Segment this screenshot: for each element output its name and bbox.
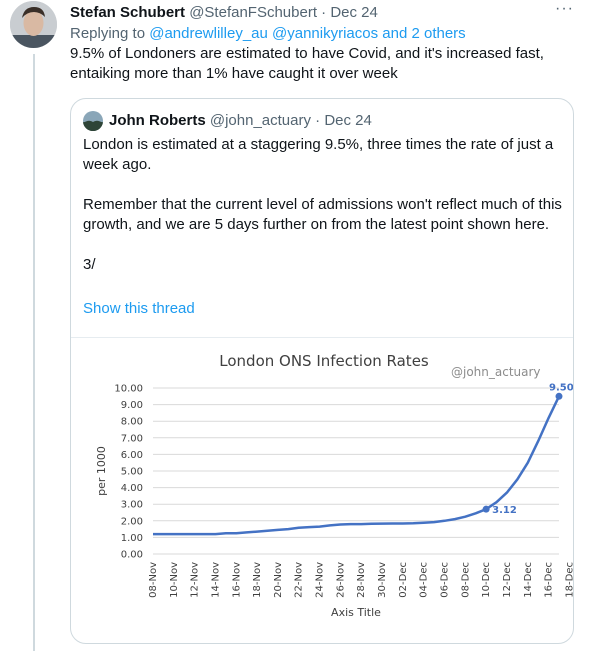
y-tick-label: 3.00 (121, 500, 143, 511)
avatar[interactable] (10, 1, 57, 48)
quote-avatar-icon (83, 111, 103, 131)
separator-dot: · (321, 4, 327, 21)
x-tick-label: 12-Dec (502, 562, 513, 598)
author-handle[interactable]: @StefanFSchubert (189, 4, 317, 21)
x-tick-label: 16-Dec (544, 562, 555, 598)
x-tick-label: 18-Dec (564, 562, 574, 598)
reply-users-link[interactable]: @andrewlilley_au @yannikyriacos and 2 ot… (149, 25, 466, 42)
x-tick-label: 10-Dec (481, 562, 492, 598)
y-axis-label: per 1000 (95, 446, 108, 496)
y-tick-label: 6.00 (121, 450, 143, 461)
data-point-marker (482, 505, 490, 513)
x-tick-label: 08-Dec (460, 562, 471, 598)
data-label: 9.50 (549, 382, 574, 393)
thread-line (33, 54, 35, 651)
y-tick-label: 1.00 (121, 533, 143, 544)
reply-prefix: Replying to (70, 25, 146, 42)
more-options-icon[interactable]: ··· (555, 0, 574, 17)
tweet-date[interactable]: Dec 24 (330, 4, 378, 21)
x-tick-label: 14-Dec (523, 562, 534, 598)
x-tick-label: 14-Nov (210, 562, 221, 598)
x-axis-label: Axis Title (331, 606, 381, 619)
tweet-header: Stefan Schubert @StefanFSchubert · Dec 2… (70, 3, 570, 22)
show-thread-link[interactable]: Show this thread (83, 300, 195, 317)
quote-text: London is estimated at a staggering 9.5%… (83, 136, 562, 273)
x-tick-label: 06-Dec (439, 562, 450, 598)
x-tick-label: 22-Nov (294, 562, 305, 598)
chart-title: London ONS Infection Rates (219, 352, 429, 370)
x-tick-label: 30-Nov (377, 562, 388, 598)
quote-avatar[interactable] (83, 111, 103, 131)
chart-image[interactable]: London ONS Infection Rates @john_actuary 0… (71, 337, 574, 638)
series-line (153, 395, 561, 536)
x-tick-label: 10-Nov (169, 562, 180, 598)
y-tick-label: 5.00 (121, 467, 143, 478)
x-tick-label: 08-Nov (148, 562, 159, 598)
y-tick-label: 10.00 (114, 384, 143, 395)
y-tick-label: 0.00 (121, 550, 143, 561)
x-tick-label: 24-Nov (315, 562, 326, 598)
infection-rate-chart: London ONS Infection Rates @john_actuary 0… (95, 352, 574, 619)
x-tick-label: 12-Nov (190, 562, 201, 598)
replying-to: Replying to @andrewlilley_au @yannikyria… (70, 24, 466, 43)
x-tick-label: 02-Dec (398, 562, 409, 598)
y-tick-label: 9.00 (121, 400, 143, 411)
quote-date[interactable]: Dec 24 (324, 112, 372, 129)
data-label: 3.12 (492, 505, 517, 516)
chart-watermark: @john_actuary (451, 365, 541, 379)
y-tick-label: 7.00 (121, 433, 143, 444)
x-tick-label: 16-Nov (231, 562, 242, 598)
quoted-tweet[interactable]: John Roberts @john_actuary · Dec 24 Lond… (70, 98, 574, 644)
x-tick-label: 04-Dec (419, 562, 430, 598)
quote-header: John Roberts @john_actuary · Dec 24 (109, 111, 372, 131)
y-tick-label: 2.00 (121, 516, 143, 527)
quote-author-handle[interactable]: @john_actuary (209, 112, 311, 129)
tweet-text: 9.5% of Londoners are estimated to have … (70, 45, 544, 82)
x-tick-label: 20-Nov (273, 562, 284, 598)
x-tick-label: 18-Nov (252, 562, 263, 598)
quote-separator-dot: · (315, 112, 321, 129)
user-avatar-icon (10, 1, 57, 48)
x-tick-label: 28-Nov (356, 562, 367, 598)
y-tick-label: 4.00 (121, 483, 143, 494)
data-point-marker (555, 392, 563, 400)
quote-author-name[interactable]: John Roberts (109, 112, 206, 129)
author-name[interactable]: Stefan Schubert (70, 4, 186, 21)
x-tick-label: 26-Nov (335, 562, 346, 598)
y-tick-label: 8.00 (121, 417, 143, 428)
